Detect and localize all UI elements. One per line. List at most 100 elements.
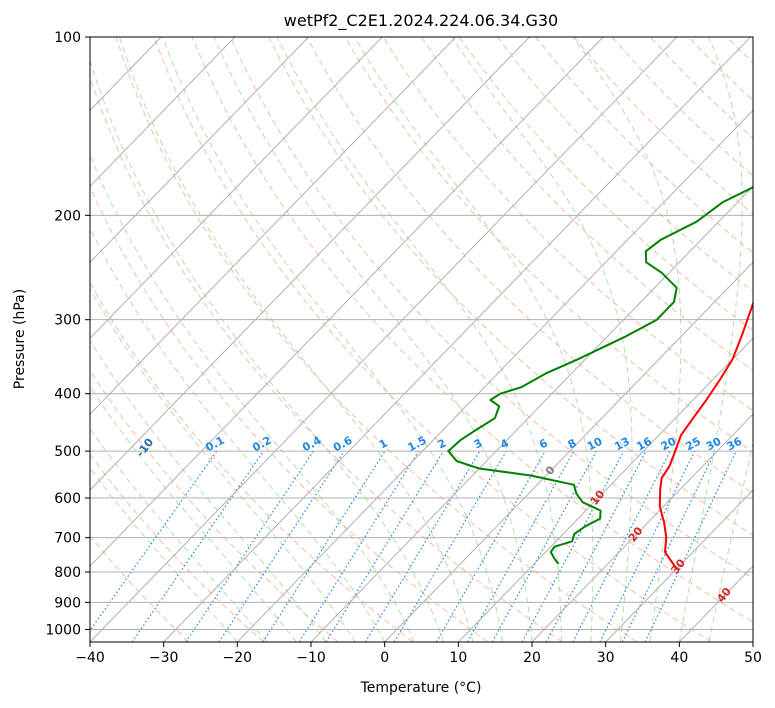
x-tick-label: 10 bbox=[449, 650, 467, 666]
mixing-ratio-line bbox=[466, 450, 575, 642]
x-axis-title: Temperature (°C) bbox=[360, 680, 482, 696]
y-tick-label: 300 bbox=[54, 313, 81, 329]
temperature-line bbox=[658, 300, 753, 570]
chart-title: wetPf2_C2E1.2024.224.06.34.G30 bbox=[284, 11, 558, 31]
mixing-ratio-label: 13 bbox=[612, 435, 632, 454]
x-tick-label: −40 bbox=[75, 650, 105, 666]
profile-lines bbox=[447, 185, 753, 570]
dry-adiabat-line bbox=[191, 37, 753, 623]
isotherm-line bbox=[605, 489, 753, 642]
x-tick-label: 30 bbox=[597, 650, 615, 666]
mixing-ratio-line bbox=[644, 450, 737, 642]
dry-adiabat-line bbox=[90, 281, 414, 642]
mixing-ratio-line bbox=[545, 450, 647, 642]
mixing-ratio-label: 3 bbox=[472, 436, 485, 451]
dry-adiabat-line bbox=[420, 37, 753, 372]
mixing-ratio-label: 10 bbox=[585, 435, 605, 454]
dry-adiabat-line bbox=[306, 37, 753, 494]
moist-adiabat-line bbox=[119, 37, 474, 642]
dry-adiabat-label: -30 bbox=[0, 386, 6, 410]
mixing-ratio-label: 16 bbox=[634, 435, 654, 454]
moist-adiabat-line bbox=[90, 154, 415, 642]
dry-adiabat-line bbox=[497, 37, 753, 293]
moist-adiabat-line bbox=[90, 227, 386, 642]
mixing-ratio-line bbox=[521, 450, 625, 642]
x-tick-label: 20 bbox=[523, 650, 541, 666]
dry-adiabat-label: -20 bbox=[57, 412, 80, 436]
moist-adiabat-line bbox=[90, 427, 268, 642]
dry-adiabats bbox=[90, 37, 775, 642]
mixing-ratio-label: 30 bbox=[704, 435, 724, 454]
y-tick-label: 100 bbox=[54, 30, 81, 46]
isotherms bbox=[90, 37, 753, 642]
plot-frame bbox=[89, 36, 754, 643]
dry-adiabat-line bbox=[90, 535, 190, 642]
isotherm-line bbox=[90, 37, 530, 491]
isotherm-line bbox=[90, 37, 604, 567]
x-tick-label: −10 bbox=[296, 650, 326, 666]
mixing-ratio-label: 20 bbox=[659, 435, 679, 454]
y-tick-label: 200 bbox=[54, 208, 81, 224]
moist-adiabat-line bbox=[678, 37, 743, 642]
isotherm-line bbox=[457, 337, 753, 642]
dry-adiabat-line bbox=[649, 37, 753, 139]
mixing-ratio-line bbox=[325, 450, 445, 642]
dewpoint-line bbox=[447, 185, 753, 565]
x-axis: −40 −30 −20 −10 0 10 20 30 40 50 bbox=[75, 642, 762, 666]
x-tick-label: 40 bbox=[670, 650, 688, 666]
y-tick-label: 900 bbox=[54, 595, 81, 611]
mixing-ratio-line bbox=[393, 450, 507, 642]
moist-adiabat-line bbox=[451, 37, 633, 642]
dry-adiabat-line bbox=[115, 37, 638, 642]
mixing-ratio-label: 4 bbox=[498, 436, 511, 451]
mixing-ratio-line bbox=[621, 450, 716, 642]
pressure-gridlines bbox=[90, 37, 753, 630]
isotherm-line bbox=[90, 37, 383, 339]
y-tick-label: 400 bbox=[54, 387, 81, 403]
mixing-ratio-label: 6 bbox=[537, 436, 550, 451]
moist-adiabat-line bbox=[708, 440, 753, 642]
mixing-ratio-line bbox=[364, 450, 481, 642]
y-axis: 100 200 300 400 500 600 700 800 900 1000 bbox=[45, 30, 90, 638]
moist-adiabat-line bbox=[572, 37, 682, 642]
isotherm-line bbox=[90, 37, 236, 188]
mixing-ratio-line bbox=[262, 450, 386, 642]
moist-adiabat-line bbox=[354, 37, 594, 642]
dry-adiabat-line bbox=[90, 75, 563, 642]
dry-adiabat-line bbox=[90, 453, 264, 642]
isotherm-line bbox=[236, 109, 753, 642]
y-tick-label: 600 bbox=[54, 491, 81, 507]
dry-adiabat-line bbox=[765, 37, 775, 642]
isotherm-line bbox=[163, 37, 751, 642]
mixing-ratio-label: 2 bbox=[435, 436, 448, 451]
moist-adiabat-line bbox=[90, 467, 238, 642]
mixing-ratio-line bbox=[572, 450, 671, 642]
mixing-ratio-line bbox=[599, 450, 696, 642]
moist-adiabat-line bbox=[90, 287, 356, 642]
moist-adiabats bbox=[90, 37, 753, 642]
moist-adiabat-line bbox=[213, 37, 533, 642]
y-tick-label: 1000 bbox=[45, 622, 81, 638]
dry-adiabat-label: -10 bbox=[134, 436, 157, 460]
moist-adiabat-line bbox=[90, 339, 327, 642]
x-tick-label: −20 bbox=[223, 650, 253, 666]
isotherm-line bbox=[384, 261, 753, 642]
moist-adiabat-line bbox=[162, 37, 503, 642]
y-tick-label: 500 bbox=[54, 444, 81, 460]
isotherm-line bbox=[531, 413, 753, 642]
mixing-ratio-line bbox=[435, 450, 546, 642]
isotherm-line bbox=[90, 37, 457, 415]
adiabat-labels: 0.10.20.40.611.52346810131620253036-100-… bbox=[0, 386, 745, 606]
isotherm-line bbox=[752, 641, 753, 642]
isotherm-line bbox=[310, 185, 753, 642]
x-tick-label: 50 bbox=[744, 650, 762, 666]
mixing-ratio-label: 25 bbox=[683, 435, 703, 454]
x-tick-label: 0 bbox=[380, 650, 389, 666]
mixing-ratio-line bbox=[185, 450, 315, 642]
plot-area: 0.10.20.40.611.52346810131620253036-100-… bbox=[0, 37, 775, 642]
mixing-ratio-line bbox=[298, 450, 420, 642]
mixing-ratio-label: 36 bbox=[725, 435, 745, 454]
moist-adiabat-line bbox=[276, 37, 562, 642]
y-tick-label: 700 bbox=[54, 531, 81, 547]
